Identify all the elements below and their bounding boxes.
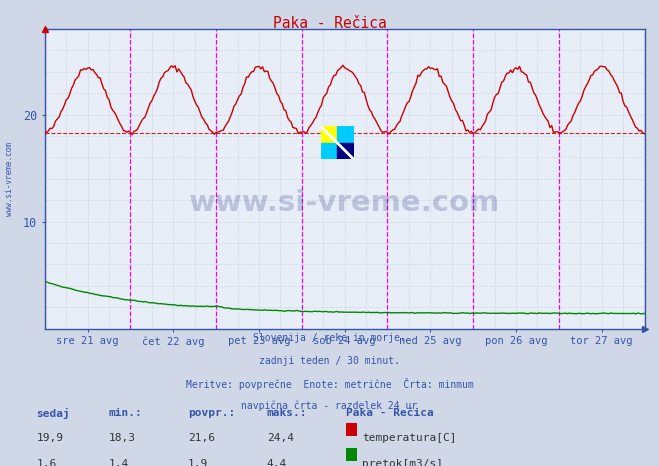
Text: maks.:: maks.: [267, 408, 307, 418]
Text: 24,4: 24,4 [267, 433, 294, 443]
Bar [337, 143, 354, 159]
Text: www.si-vreme.com: www.si-vreme.com [5, 142, 14, 216]
Text: 1,6: 1,6 [36, 459, 57, 466]
Text: min.:: min.: [109, 408, 142, 418]
Text: navpična črta - razdelek 24 ur: navpična črta - razdelek 24 ur [241, 400, 418, 411]
Text: povpr.:: povpr.: [188, 408, 235, 418]
Text: zadnji teden / 30 minut.: zadnji teden / 30 minut. [259, 356, 400, 365]
Bar [321, 143, 337, 159]
Text: Meritve: povprečne  Enote: metrične  Črta: minmum: Meritve: povprečne Enote: metrične Črta:… [186, 378, 473, 390]
Text: Paka - Rečica: Paka - Rečica [273, 16, 386, 31]
Text: 4,4: 4,4 [267, 459, 287, 466]
Text: 1,4: 1,4 [109, 459, 129, 466]
Text: Slovenija / reke in morje.: Slovenija / reke in morje. [253, 333, 406, 343]
Text: 21,6: 21,6 [188, 433, 215, 443]
Text: 1,9: 1,9 [188, 459, 208, 466]
Text: sedaj: sedaj [36, 408, 70, 419]
Text: 18,3: 18,3 [109, 433, 136, 443]
Bar [321, 126, 337, 143]
Bar [337, 126, 354, 143]
Text: Paka - Rečica: Paka - Rečica [346, 408, 434, 418]
Text: pretok[m3/s]: pretok[m3/s] [362, 459, 444, 466]
Text: www.si-vreme.com: www.si-vreme.com [189, 189, 500, 217]
Text: 19,9: 19,9 [36, 433, 63, 443]
Text: temperatura[C]: temperatura[C] [362, 433, 457, 443]
